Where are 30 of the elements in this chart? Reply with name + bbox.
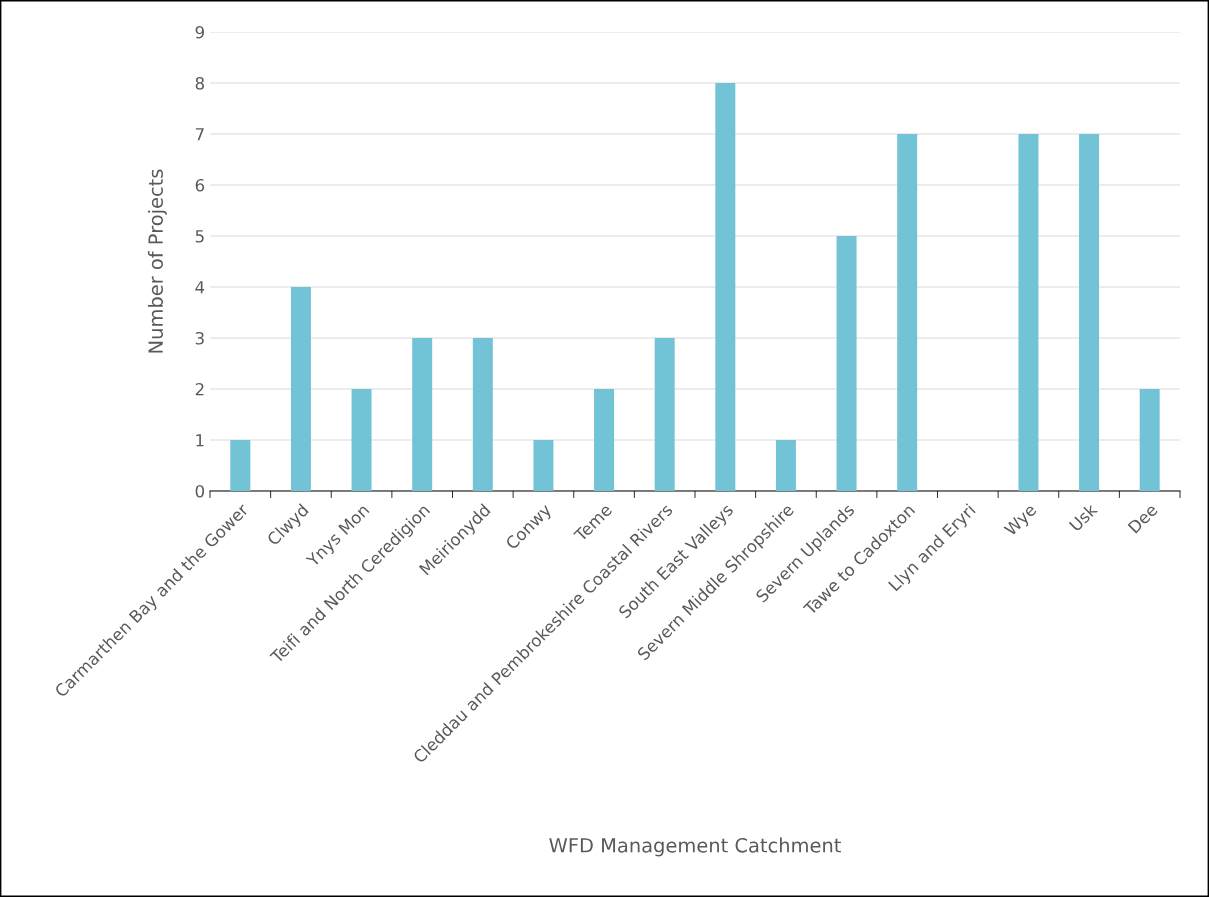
bar xyxy=(715,83,736,491)
bar xyxy=(594,389,615,491)
y-tick-label: 7 xyxy=(195,128,204,141)
y-tick-label: 3 xyxy=(195,331,204,345)
y-tick-label: 4 xyxy=(195,281,205,294)
bar xyxy=(1079,134,1100,491)
bar xyxy=(897,134,918,491)
y-tick-label: 2 xyxy=(195,382,204,396)
bar xyxy=(230,440,251,491)
bar xyxy=(836,236,857,491)
bar xyxy=(1018,134,1039,491)
bar xyxy=(775,440,796,491)
x-axis-title: WFD Management Catchment xyxy=(549,837,841,857)
bar xyxy=(351,389,372,491)
x-tick-label: Usk xyxy=(1068,502,1099,532)
bar xyxy=(654,338,675,491)
y-tick-label: 9 xyxy=(195,25,204,39)
bar xyxy=(533,440,554,491)
x-tick-label: Wye xyxy=(1003,503,1040,539)
bar xyxy=(290,287,311,491)
y-tick-label: 6 xyxy=(195,178,205,192)
y-tick-label: 5 xyxy=(195,230,204,243)
y-tick-label: 0 xyxy=(195,484,205,498)
bar xyxy=(412,338,433,491)
x-tick-label: Dee xyxy=(1127,503,1159,534)
y-tick-label: 1 xyxy=(196,434,204,447)
y-tick-label: 8 xyxy=(195,76,204,90)
y-axis-title: Number of Projects xyxy=(147,169,167,353)
bar xyxy=(1139,389,1160,491)
bar xyxy=(472,338,493,491)
